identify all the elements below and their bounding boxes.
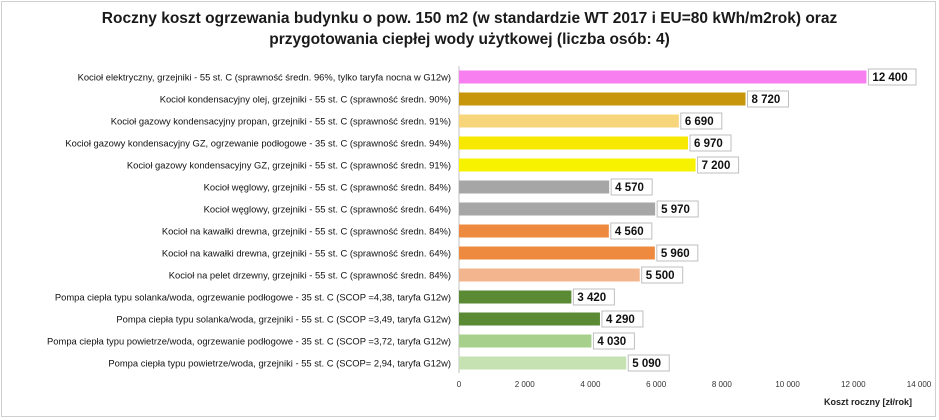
data-label: 4 560 bbox=[615, 226, 644, 238]
x-tick-label: 0 bbox=[457, 380, 462, 389]
bar bbox=[459, 136, 689, 150]
data-label-box bbox=[867, 68, 917, 86]
data-label: 6 970 bbox=[694, 138, 723, 150]
bar bbox=[459, 158, 696, 172]
bar bbox=[459, 356, 627, 370]
x-tick-label: 2 000 bbox=[515, 380, 536, 389]
data-label-box bbox=[610, 178, 653, 196]
bar bbox=[459, 224, 609, 238]
data-label: 4 030 bbox=[597, 336, 626, 348]
bar bbox=[459, 202, 656, 216]
data-label-box bbox=[656, 244, 699, 262]
data-label-box bbox=[680, 112, 723, 130]
data-label: 5 500 bbox=[646, 270, 675, 282]
category-label: Kocioł elektryczny, grzejniki - 55 st. C… bbox=[78, 71, 451, 82]
data-label-box bbox=[689, 134, 732, 152]
category-label: Pompa ciepła typu solanka/woda, ogrzewan… bbox=[55, 291, 451, 302]
chart-title-line1: Roczny koszt ogrzewania budynku o pow. 1… bbox=[101, 10, 838, 27]
bar bbox=[459, 92, 746, 106]
data-label: 6 690 bbox=[685, 116, 714, 128]
data-label-box bbox=[656, 200, 699, 218]
x-tick-label: 4 000 bbox=[580, 380, 601, 389]
bar bbox=[459, 180, 610, 194]
category-labels: Kocioł elektryczny, grzejniki - 55 st. C… bbox=[47, 71, 451, 368]
category-label: Pompa ciepła typu solanka/woda, grzejnik… bbox=[116, 313, 451, 324]
x-tick-label: 8 000 bbox=[712, 380, 733, 389]
bar bbox=[459, 312, 600, 326]
category-label: Kocioł na pelet drzewny, grzejniki - 55 … bbox=[169, 269, 451, 280]
data-label-box bbox=[627, 354, 670, 372]
bar bbox=[459, 268, 640, 282]
data-label-box bbox=[610, 222, 653, 240]
category-label: Pompa ciepła typu powietrze/woda, grzejn… bbox=[108, 357, 451, 368]
category-label: Kocioł kondensacyjny olej, grzejniki - 5… bbox=[160, 93, 451, 104]
bar bbox=[459, 334, 592, 348]
x-tick-labels: 0 2 000 4 000 6 000 8 000 10 000 12 000 14 000 bbox=[457, 380, 932, 389]
data-label: 4 570 bbox=[615, 182, 644, 194]
data-label: 7 200 bbox=[702, 160, 731, 172]
category-label: Kocioł na kawałki drewna, grzejniki - 55… bbox=[162, 247, 451, 258]
bar bbox=[459, 70, 867, 84]
category-label: Kocioł węglowy, grzejniki - 55 st. C (sp… bbox=[204, 181, 451, 192]
data-label: 4 290 bbox=[606, 314, 635, 326]
category-label: Kocioł gazowy kondensacyjny GZ, ogrzewan… bbox=[65, 137, 451, 148]
bar-group bbox=[459, 70, 867, 370]
x-axis-label: Koszt roczny [zł/rok] bbox=[824, 397, 912, 407]
data-label: 5 090 bbox=[632, 358, 661, 370]
bar bbox=[459, 114, 679, 128]
data-label-box bbox=[641, 266, 684, 284]
data-label: 12 400 bbox=[872, 72, 907, 84]
data-label-box bbox=[747, 90, 790, 108]
bar bbox=[459, 290, 572, 304]
category-label: Kocioł węglowy, grzejniki - 55 st. C (sp… bbox=[204, 203, 451, 214]
data-label: 3 420 bbox=[577, 292, 606, 304]
category-label: Kocioł gazowy kondensacyjny GZ, grzejnik… bbox=[127, 159, 451, 170]
x-tick-label: 12 000 bbox=[841, 380, 866, 389]
data-label-box bbox=[592, 332, 635, 350]
data-label: 8 720 bbox=[752, 94, 781, 106]
bar bbox=[459, 246, 655, 260]
chart-title: Roczny koszt ogrzewania budynku o pow. 1… bbox=[0, 8, 939, 50]
data-label: 5 970 bbox=[661, 204, 690, 216]
x-tick-label: 10 000 bbox=[775, 380, 800, 389]
category-label: Pompa ciepła typu powietrze/woda, ogrzew… bbox=[47, 335, 451, 346]
data-label-box bbox=[697, 156, 740, 174]
category-label: Kocioł gazowy kondensacyjny propan, grze… bbox=[111, 115, 451, 126]
data-label: 5 960 bbox=[661, 248, 690, 260]
data-label-box bbox=[572, 288, 615, 306]
category-label: Kocioł na kawałki drewna, grzejniki - 55… bbox=[162, 225, 451, 236]
data-label-box bbox=[601, 310, 644, 328]
x-tick-label: 6 000 bbox=[646, 380, 667, 389]
x-tick-label: 14 000 bbox=[907, 380, 932, 389]
chart-title-line2: przygotowania ciepłej wody użytkowej (li… bbox=[269, 31, 670, 48]
data-labels: 12 400 8 720 6 690 6 970 7 200 4 570 5 970 4 56… bbox=[572, 68, 917, 372]
